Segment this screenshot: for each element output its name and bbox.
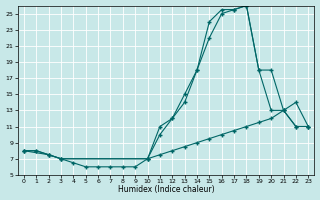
- X-axis label: Humidex (Indice chaleur): Humidex (Indice chaleur): [118, 185, 214, 194]
